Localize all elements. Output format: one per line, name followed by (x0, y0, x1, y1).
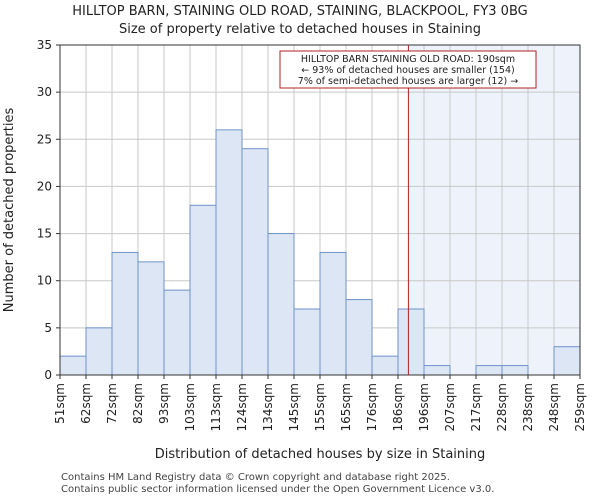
y-tick-label: 15 (37, 227, 52, 241)
x-tick-label: 113sqm (209, 383, 223, 431)
x-tick-label: 186sqm (391, 383, 405, 431)
x-tick-label: 103sqm (183, 383, 197, 431)
y-axis-label: Number of detached properties (2, 108, 17, 313)
x-tick-label: 155sqm (313, 383, 327, 431)
x-tick-label: 248sqm (547, 383, 561, 431)
x-tick-label: 93sqm (157, 383, 171, 424)
x-tick-label: 72sqm (105, 383, 119, 424)
annotation-line2: ← 93% of detached houses are smaller (15… (301, 65, 514, 76)
histogram-bar (189, 204, 217, 376)
histogram-bar (85, 327, 113, 376)
x-tick-label: 228sqm (495, 383, 509, 431)
x-tick-label: 145sqm (287, 383, 301, 431)
x-tick-label: 51sqm (53, 383, 67, 424)
histogram-bar (501, 365, 529, 376)
histogram-bar (345, 299, 373, 376)
x-tick-label: 124sqm (235, 383, 249, 431)
histogram-bar (397, 308, 425, 376)
chart-title-line1: HILLTOP BARN, STAINING OLD ROAD, STAININ… (72, 4, 528, 19)
x-axis-label: Distribution of detached houses by size … (155, 447, 486, 462)
histogram-bar (59, 355, 87, 376)
x-tick-label: 196sqm (417, 383, 431, 431)
x-tick-label: 134sqm (261, 383, 275, 431)
y-tick-label: 10 (37, 274, 52, 288)
footer-line1: Contains HM Land Registry data © Crown c… (61, 472, 450, 483)
histogram-bar (215, 129, 243, 376)
x-tick-label: 176sqm (365, 383, 379, 431)
histogram-bar (111, 251, 139, 376)
y-tick-label: 25 (37, 132, 52, 146)
histogram-bar (163, 289, 191, 376)
y-tick-label: 35 (37, 38, 52, 52)
histogram-bar (293, 308, 321, 376)
larger-region-shade (408, 45, 580, 375)
x-tick-label: 62sqm (79, 383, 93, 424)
chart-title-line2: Size of property relative to detached ho… (118, 22, 482, 37)
histogram-bar (241, 148, 269, 376)
x-tick-label: 207sqm (443, 383, 457, 431)
histogram-bar (553, 346, 581, 376)
y-tick-label: 30 (37, 85, 52, 99)
x-tick-label: 259sqm (573, 383, 587, 431)
histogram-bar (423, 365, 451, 376)
x-tick-label: 165sqm (339, 383, 353, 431)
x-tick-label: 217sqm (469, 383, 483, 431)
x-tick-label: 238sqm (521, 383, 535, 431)
x-tick-label: 82sqm (131, 383, 145, 424)
annotation-line1: HILLTOP BARN STAINING OLD ROAD: 190sqm (301, 54, 515, 65)
histogram-bar (475, 365, 503, 376)
footer-line2: Contains public sector information licen… (61, 484, 495, 495)
histogram-bar (267, 233, 295, 376)
y-tick-label: 5 (44, 321, 52, 335)
annotation-box (279, 50, 537, 89)
histogram-bar (371, 355, 399, 376)
y-tick-label: 20 (37, 179, 52, 193)
histogram-bar (137, 261, 165, 376)
y-tick-label: 0 (44, 368, 52, 382)
annotation-line3: 7% of semi-detached houses are larger (1… (298, 76, 518, 87)
histogram-bar (319, 251, 347, 376)
